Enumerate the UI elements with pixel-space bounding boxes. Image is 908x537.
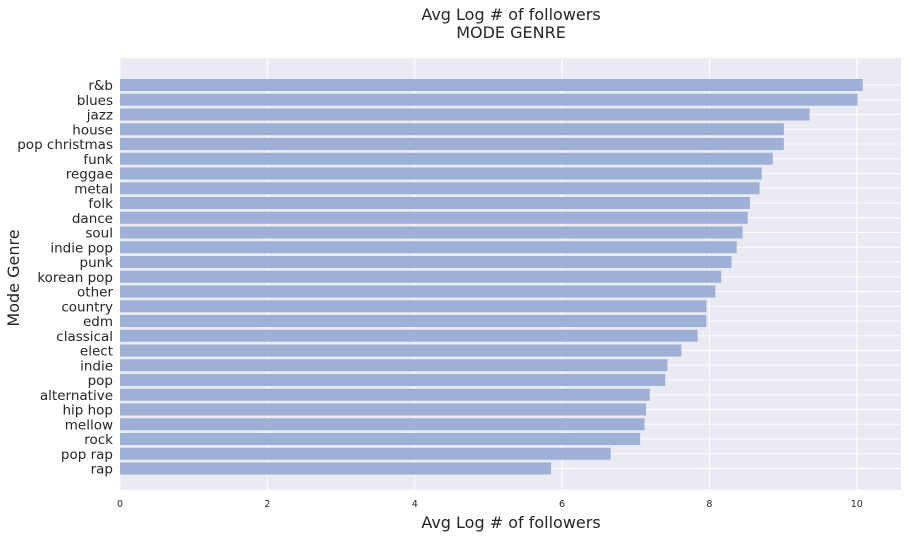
bar-pop-christmas: [120, 138, 784, 150]
bar-blues: [120, 93, 858, 106]
x-tick-label: 2: [264, 499, 270, 510]
chart-subtitle: MODE GENRE: [456, 23, 566, 42]
category-label: rap: [91, 462, 113, 478]
category-label: edm: [83, 314, 113, 330]
category-label: pop rap: [61, 447, 113, 463]
category-label: r&b: [88, 78, 113, 94]
bar-elect: [120, 344, 682, 357]
category-label: house: [72, 122, 113, 138]
category-label: alternative: [40, 388, 113, 404]
category-label: elect: [80, 344, 113, 360]
category-label: soul: [85, 226, 113, 242]
bar-country: [120, 300, 707, 313]
bar-indie: [120, 359, 668, 372]
bar-mellow: [120, 418, 645, 431]
bar-pop-rap: [120, 447, 611, 460]
bar-r-b: [120, 79, 863, 91]
category-label: folk: [88, 196, 113, 212]
category-label: rock: [84, 432, 113, 448]
category-label: funk: [83, 152, 113, 168]
category-label: hip hop: [62, 403, 113, 419]
category-label: dance: [72, 211, 113, 227]
bar-classical: [120, 329, 698, 342]
x-tick-labels: 0 2 4 6 8 10: [117, 499, 863, 510]
bar-house: [120, 123, 784, 136]
bar-rap: [120, 462, 552, 475]
bar-alternative: [120, 388, 650, 401]
category-label: korean pop: [37, 270, 113, 286]
x-axis-label: Avg Log # of followers: [421, 513, 600, 532]
chart-title: Avg Log # of followers: [421, 5, 600, 24]
category-label: pop christmas: [17, 137, 113, 153]
category-label: punk: [80, 255, 114, 271]
bar-other: [120, 285, 716, 298]
category-label: indie pop: [50, 240, 113, 256]
x-tick-label: 8: [706, 499, 712, 510]
category-label: other: [77, 285, 113, 301]
bar-hip-hop: [120, 403, 647, 416]
bar-folk: [120, 197, 750, 209]
bar-metal: [120, 182, 760, 195]
bar-punk: [120, 256, 732, 268]
x-tick-label: 10: [851, 499, 863, 510]
bar-dance: [120, 211, 748, 224]
category-label: country: [61, 299, 113, 315]
category-label: indie: [80, 358, 113, 374]
category-label: jazz: [86, 108, 113, 124]
x-tick-label: 4: [412, 499, 418, 510]
bar-rock: [120, 433, 641, 445]
bar-pop: [120, 374, 666, 386]
x-tick-label: 0: [117, 499, 123, 510]
category-label: reggae: [66, 167, 113, 183]
category-label: classical: [56, 329, 113, 345]
category-label: mellow: [65, 417, 113, 433]
bar-korean-pop: [120, 270, 722, 283]
category-label: metal: [74, 181, 113, 197]
bar-jazz: [120, 108, 810, 121]
x-tick-label: 6: [559, 499, 565, 510]
bar-reggae: [120, 167, 762, 180]
bar-funk: [120, 152, 773, 165]
bar-edm: [120, 315, 707, 327]
bar-indie-pop: [120, 241, 737, 254]
category-label: pop: [88, 373, 113, 389]
category-label: blues: [77, 93, 113, 109]
bars: [120, 79, 863, 475]
y-axis-label: Mode Genre: [4, 229, 23, 326]
bar-soul: [120, 226, 743, 239]
